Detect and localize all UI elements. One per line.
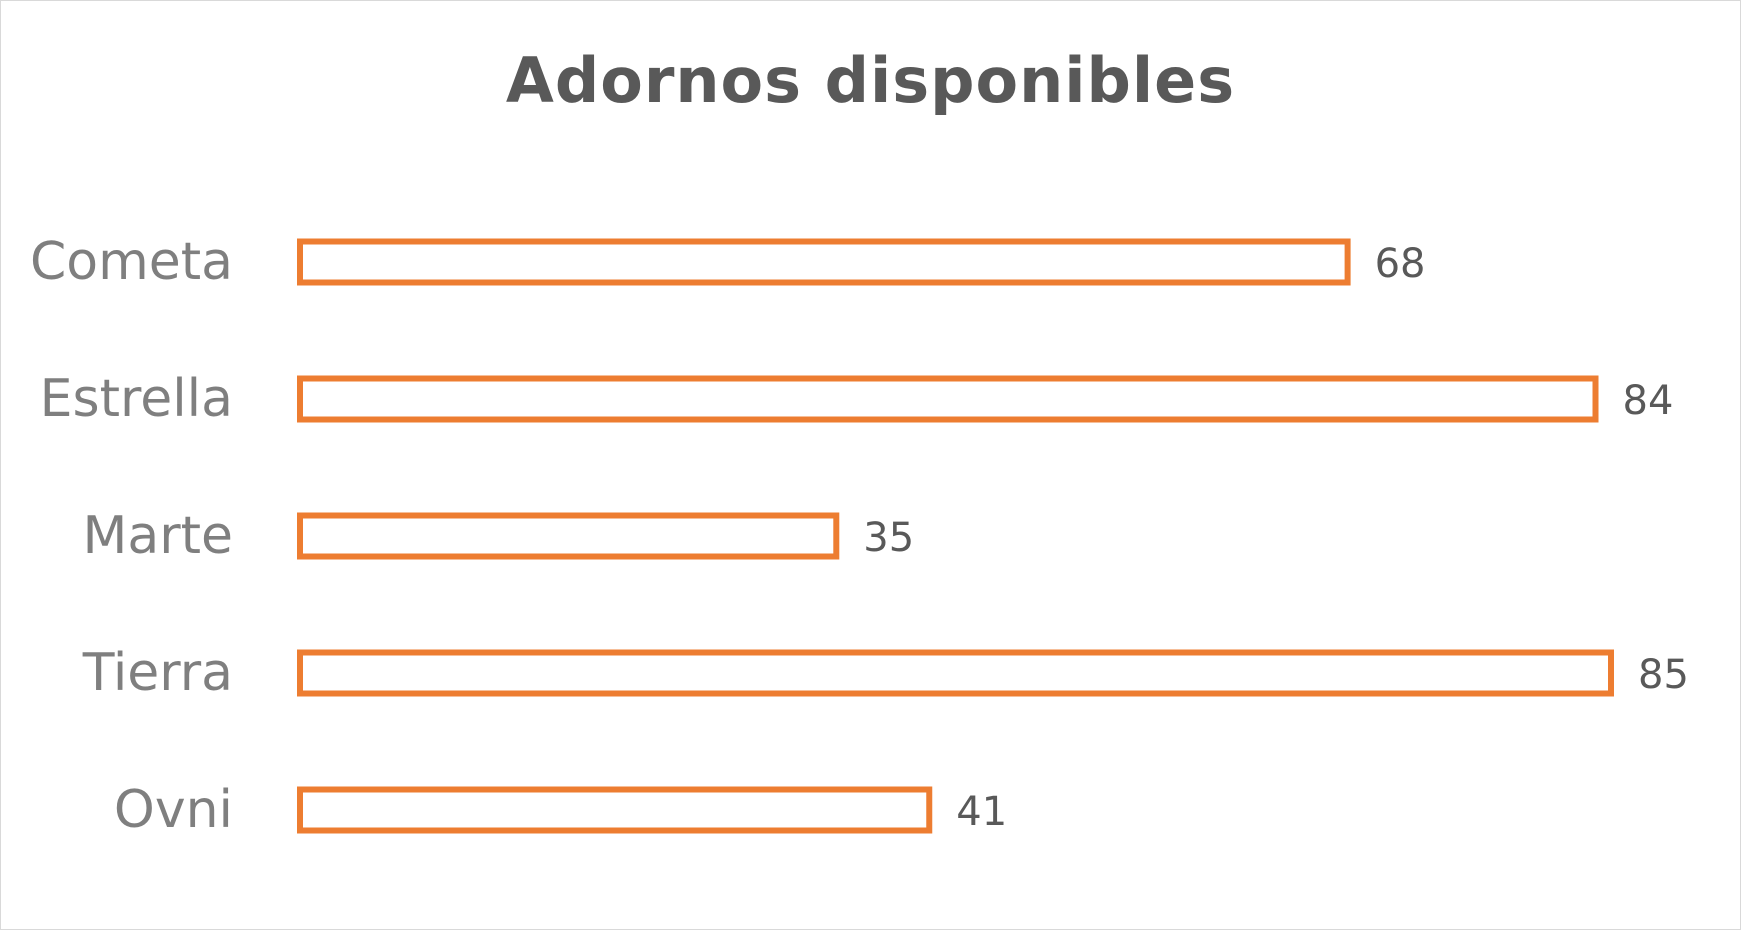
category-label: Ovni: [114, 780, 233, 840]
data-label: 85: [1638, 652, 1689, 698]
category-label: Marte: [83, 506, 234, 566]
category-label: Tierra: [82, 643, 233, 703]
bar: [297, 786, 933, 834]
bar: [297, 375, 1599, 423]
category-label: Estrella: [40, 369, 233, 429]
bar: [297, 649, 1614, 697]
data-label: 68: [1375, 241, 1426, 287]
data-label: 41: [956, 789, 1007, 835]
chart-title: Adornos disponibles: [505, 44, 1236, 117]
data-label: 84: [1623, 378, 1674, 424]
data-label: 35: [863, 515, 914, 561]
category-label: Cometa: [30, 232, 233, 292]
bar: [297, 512, 840, 560]
bar: [297, 238, 1351, 286]
